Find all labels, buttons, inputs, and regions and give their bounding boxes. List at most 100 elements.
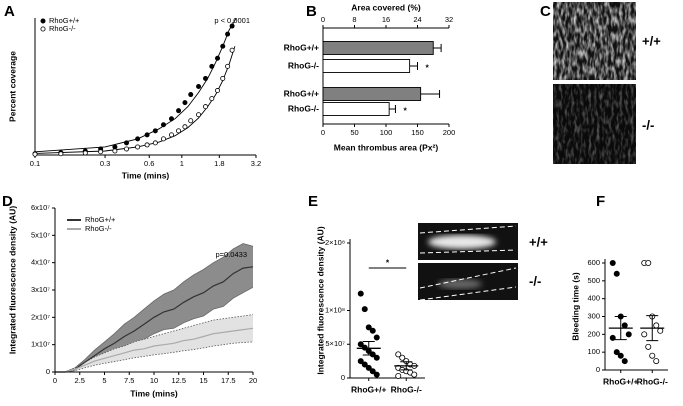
y-tick-label: 300 (587, 311, 600, 320)
data-point (160, 122, 166, 128)
data-point (209, 63, 215, 69)
image-label: -/- (529, 273, 541, 288)
data-point (369, 368, 376, 375)
data-point (152, 128, 158, 134)
data-point (649, 352, 656, 359)
panel-label: D (2, 193, 13, 210)
x2-tick-label: 0 (321, 15, 325, 24)
data-point (653, 358, 660, 365)
x-tick-label: 5 (102, 376, 106, 385)
category-label: RhoG+/+ (284, 42, 319, 52)
data-point (229, 23, 235, 29)
category-label: RhoG+/+ (351, 384, 386, 394)
data-point (135, 144, 141, 150)
y-tick-label: 100 (587, 347, 600, 356)
category-label: RhoG-/- (288, 60, 319, 70)
x-tick-label: 0.1 (30, 159, 40, 168)
x-tick-label: 15 (199, 376, 207, 385)
y-tick-label: 5×10⁷ (325, 339, 345, 348)
panel-label: C (540, 3, 551, 20)
data-point (135, 136, 141, 142)
x-tick-label: 0 (321, 128, 325, 137)
panel-label: A (4, 3, 15, 20)
error-bar (389, 105, 396, 113)
data-point (215, 88, 221, 94)
data-point (58, 151, 64, 157)
data-point (609, 334, 616, 341)
data-point (82, 150, 88, 156)
data-point (209, 96, 215, 102)
line (55, 266, 254, 373)
y-tick-label: 1x10⁷ (31, 340, 50, 349)
x2-tick-label: 32 (445, 15, 453, 24)
data-point (621, 358, 628, 365)
data-point (653, 322, 660, 329)
data-point (621, 322, 628, 329)
data-point (196, 84, 202, 90)
y-tick-label: 2x10⁷ (31, 312, 50, 321)
data-point (225, 63, 231, 69)
error-bar (400, 361, 413, 371)
data-point (645, 343, 652, 350)
data-point (215, 55, 221, 61)
data-point (160, 136, 166, 142)
data-point (168, 132, 174, 138)
y-tick-label: 6x10⁷ (31, 203, 50, 212)
image-label: +/+ (529, 234, 548, 249)
x-tick-label: 150 (411, 128, 424, 137)
x2-tick-label: 16 (382, 15, 390, 24)
image-label: -/- (642, 117, 654, 132)
fit-curve (35, 18, 237, 153)
bar (322, 102, 390, 116)
data-point (357, 290, 364, 297)
data-point (188, 92, 194, 98)
data-point (220, 43, 226, 49)
legend-marker (40, 26, 46, 32)
y-tick-label: 0 (46, 367, 50, 376)
y-axis-label: Percent coverage (7, 51, 17, 122)
data-point (365, 324, 372, 331)
y-tick-label: 2×10⁸ (325, 238, 345, 247)
x-tick-label: 200 (443, 128, 456, 137)
data-point (32, 151, 38, 157)
data-point (124, 140, 130, 146)
data-point (112, 148, 118, 154)
data-point (182, 124, 188, 130)
data-point (168, 116, 174, 122)
category-label: RhoG-/- (288, 103, 319, 113)
x-axis-label: Time (mins) (130, 388, 178, 398)
data-point (399, 354, 406, 361)
data-point (361, 306, 368, 313)
data-point (98, 149, 104, 155)
error-bar (614, 316, 627, 341)
x2-tick-label: 8 (352, 15, 356, 24)
micrograph-c (553, 2, 636, 164)
error-bar (646, 315, 659, 342)
category-label: RhoG+/+ (284, 88, 319, 98)
legend-label: RhoG-/- (85, 224, 112, 233)
x-axis-label: Time (mins) (122, 170, 170, 180)
data-point (357, 341, 364, 348)
y-axis-label: Integrated fluorescence density (AU) (7, 206, 17, 354)
annotation: p < 0.0001 (214, 16, 250, 25)
data-point (357, 358, 364, 365)
y-tick-label: 0 (596, 365, 600, 374)
legend-label: RhoG+/+ (49, 16, 80, 25)
data-point (609, 259, 616, 266)
panel-label: B (306, 3, 317, 20)
error-bar (433, 44, 442, 52)
data-point (373, 334, 380, 341)
band-edge (55, 314, 254, 373)
data-point (411, 371, 418, 378)
data-point (112, 144, 118, 150)
x-tick-label: 10 (150, 376, 158, 385)
category-label: RhoG-/- (391, 384, 422, 394)
y-tick-label: 500 (587, 276, 600, 285)
significance-label: * (386, 257, 390, 267)
y-tick-label: 600 (587, 258, 600, 267)
micrograph-e (418, 223, 518, 301)
line (55, 327, 254, 373)
y-tick-label: 1×10⁸ (325, 305, 345, 314)
panel-label: E (308, 193, 318, 210)
